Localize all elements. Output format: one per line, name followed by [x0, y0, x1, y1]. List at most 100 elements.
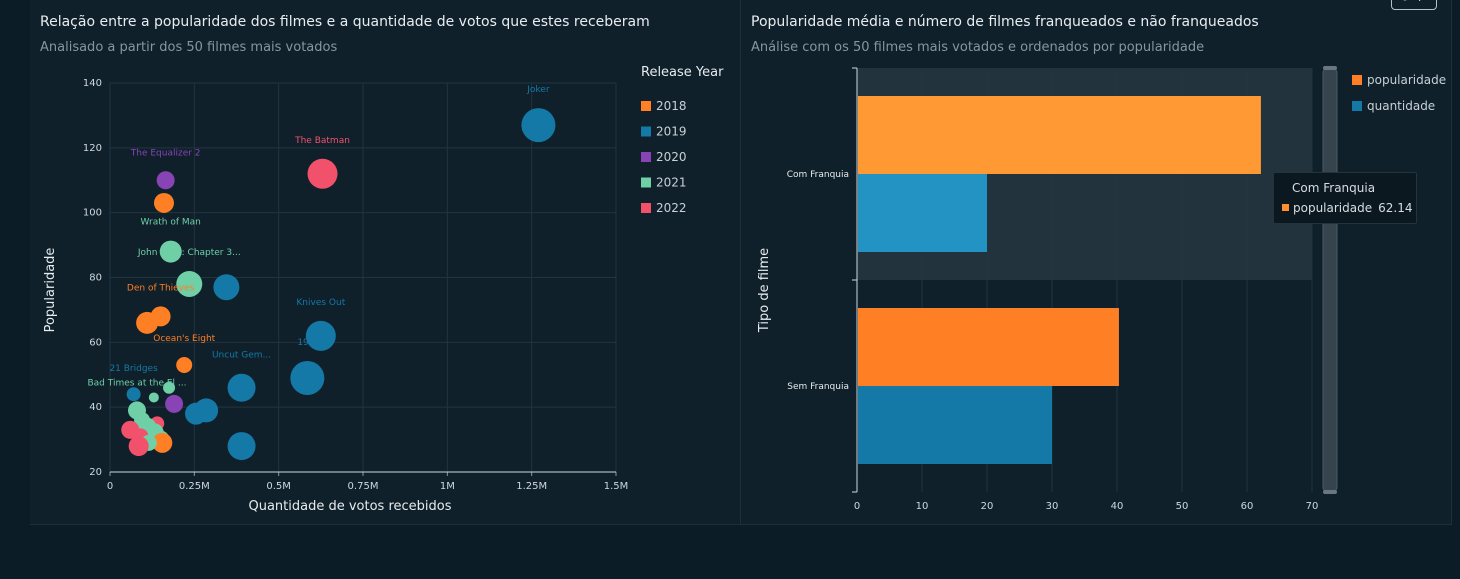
tooltip-swatch — [1282, 204, 1289, 211]
scatter-point[interactable] — [153, 192, 174, 213]
bar-x-tick-label: 10 — [916, 501, 929, 512]
bar-x-tick-label: 50 — [1176, 501, 1189, 512]
bar-tooltip: Com Franquia popularidade 62.14 — [1273, 172, 1417, 224]
scatter-chart[interactable]: 20 40 60 80 100 120 140 0 0.25M 0.5M 0.75M 1M 1.25M 1… — [30, 0, 740, 524]
tooltip-series: popularidade — [1293, 201, 1373, 215]
scatter-point-label: Joker — [526, 85, 550, 95]
scatter-point[interactable] — [163, 381, 176, 394]
bar-legend[interactable]: popularidade quantidade — [1352, 73, 1446, 113]
bar-quantidade[interactable] — [858, 386, 1052, 464]
scatter-panel: Relação entre a popularidade dos filmes … — [30, 0, 741, 525]
bar-category-label: Sem Franquia — [787, 382, 849, 392]
bar-axes: 0 10 20 30 40 50 60 70 Com Franquia Sem Franquia — [787, 67, 1319, 512]
scatter-legend-swatch[interactable] — [641, 101, 651, 111]
scatter-legend-swatch[interactable] — [641, 152, 651, 162]
scatter-point-label: The Equalizer 2 — [130, 148, 201, 158]
scatter-point[interactable] — [185, 402, 208, 425]
scatter-x-tick-label: 0 — [107, 481, 113, 492]
bar-legend-label[interactable]: quantidade — [1367, 99, 1435, 113]
scatter-points — [121, 108, 556, 461]
scatter-point[interactable] — [307, 158, 338, 189]
scatter-point[interactable] — [176, 270, 203, 297]
scatter-x-tick-label: 0.25M — [179, 481, 210, 492]
scatter-point[interactable] — [156, 171, 175, 190]
scatter-legend-label[interactable]: 2022 — [656, 201, 687, 215]
bar-legend-label[interactable]: popularidade — [1367, 73, 1446, 87]
scatter-point-label: 19... — [297, 338, 317, 348]
bar-quantidade[interactable] — [858, 174, 987, 252]
scatter-point[interactable] — [159, 240, 182, 263]
scatter-y-tick-label: 120 — [83, 143, 102, 154]
scatter-y-axis-title: Popularidade — [43, 248, 58, 333]
scatter-point-label: Uncut Gem... — [212, 351, 271, 361]
scatter-point[interactable] — [148, 392, 159, 403]
bar-title: Popularidade média e número de filmes fr… — [751, 14, 1259, 30]
scatter-legend-swatch[interactable] — [641, 203, 651, 213]
bar-y-axis-title: Tipo de filme — [757, 248, 772, 333]
scatter-legend-label[interactable]: 2021 — [656, 176, 687, 190]
scatter-point[interactable] — [290, 360, 325, 395]
scatter-point-label: The Batman — [294, 136, 350, 146]
scatter-x-tick-label: 1.5M — [604, 481, 629, 492]
scatter-point[interactable] — [126, 387, 141, 402]
bar-subtitle: Análise com os 50 filmes mais votados e … — [751, 40, 1205, 55]
bar-bars — [858, 96, 1261, 464]
scatter-y-tick-label: 100 — [83, 208, 102, 219]
scatter-subtitle: Analisado a partir dos 50 filmes mais vo… — [40, 40, 338, 55]
scatter-point[interactable] — [521, 108, 556, 143]
bar-x-tick-label: 0 — [854, 501, 860, 512]
tooltip-title: Com Franquia — [1292, 181, 1376, 195]
scatter-point-label: Den of Thieves — [127, 283, 195, 293]
scatter-point-label: Ocean's Eight — [153, 334, 215, 344]
bar-panel: ⤢ ⋮ Popularidade média e número de filme… — [741, 0, 1452, 525]
scatter-point[interactable] — [136, 311, 159, 334]
scatter-point[interactable] — [227, 373, 256, 402]
scatter-legend[interactable]: 2018 2019 2020 2021 2022 — [641, 99, 687, 215]
tooltip-value: 62.14 — [1378, 201, 1413, 215]
scatter-x-tick-label: 1M — [440, 481, 455, 492]
scatter-point-label: John Wick: Chapter 3... — [137, 248, 241, 258]
zoom-scrollbar-top-handle[interactable] — [1323, 66, 1337, 70]
scatter-point[interactable] — [165, 394, 184, 413]
scatter-point[interactable] — [128, 436, 149, 457]
scatter-x-tick-label: 0.5M — [266, 481, 291, 492]
zoom-scrollbar[interactable] — [1322, 67, 1338, 493]
bar-category-label: Com Franquia — [787, 170, 849, 180]
bar-x-tick-label: 20 — [981, 501, 994, 512]
scatter-point-labels: Joker The Batman The Equalizer 2 Wrath of M… — [87, 85, 549, 388]
scatter-title: Relação entre a popularidade dos filmes … — [40, 14, 650, 30]
scatter-x-axis-title: Quantidade de votos recebidos — [248, 499, 451, 514]
scatter-point[interactable] — [227, 432, 256, 461]
scatter-point-label: Wrath of Man — [141, 218, 201, 228]
scatter-y-tick-label: 60 — [89, 337, 102, 348]
bar-x-tick-label: 60 — [1241, 501, 1254, 512]
tooltip-row: popularidade 62.14 — [1282, 201, 1412, 215]
bar-popularidade[interactable] — [858, 308, 1119, 386]
zoom-scrollbar-bottom-handle[interactable] — [1323, 490, 1337, 494]
scatter-point[interactable] — [176, 357, 193, 374]
scatter-legend-label[interactable]: 2019 — [656, 125, 687, 139]
scatter-point[interactable] — [152, 432, 173, 453]
scatter-point-label: Knives Out — [296, 298, 345, 308]
scatter-legend-swatch[interactable] — [641, 126, 651, 137]
scatter-point-label: 21 Bridges — [109, 364, 158, 374]
bar-x-tick-label: 30 — [1046, 501, 1059, 512]
bar-legend-swatch[interactable] — [1352, 101, 1362, 111]
scatter-legend-label[interactable]: 2018 — [656, 99, 687, 113]
bar-x-tick-label: 40 — [1111, 501, 1124, 512]
scatter-y-tick-label: 140 — [83, 78, 102, 89]
scatter-y-tick-label: 40 — [89, 402, 102, 413]
bar-legend-swatch[interactable] — [1352, 75, 1362, 85]
scatter-legend-label[interactable]: 2020 — [656, 150, 687, 164]
scatter-y-tick-label: 80 — [89, 273, 102, 284]
scatter-legend-swatch[interactable] — [641, 177, 651, 188]
scatter-x-tick-label: 0.75M — [348, 481, 379, 492]
bar-x-tick-label: 70 — [1306, 501, 1319, 512]
scatter-point[interactable] — [305, 320, 336, 351]
scatter-axes: 20 40 60 80 100 120 140 0 0.25M 0.5M 0.75M 1M 1.25M 1… — [83, 78, 628, 492]
expand-button[interactable]: ⤢ ⋮ — [1391, 0, 1437, 10]
scatter-point-label: Bad Times at the El ... — [87, 378, 186, 388]
scatter-point[interactable] — [213, 274, 240, 301]
bar-popularidade[interactable] — [858, 96, 1261, 174]
